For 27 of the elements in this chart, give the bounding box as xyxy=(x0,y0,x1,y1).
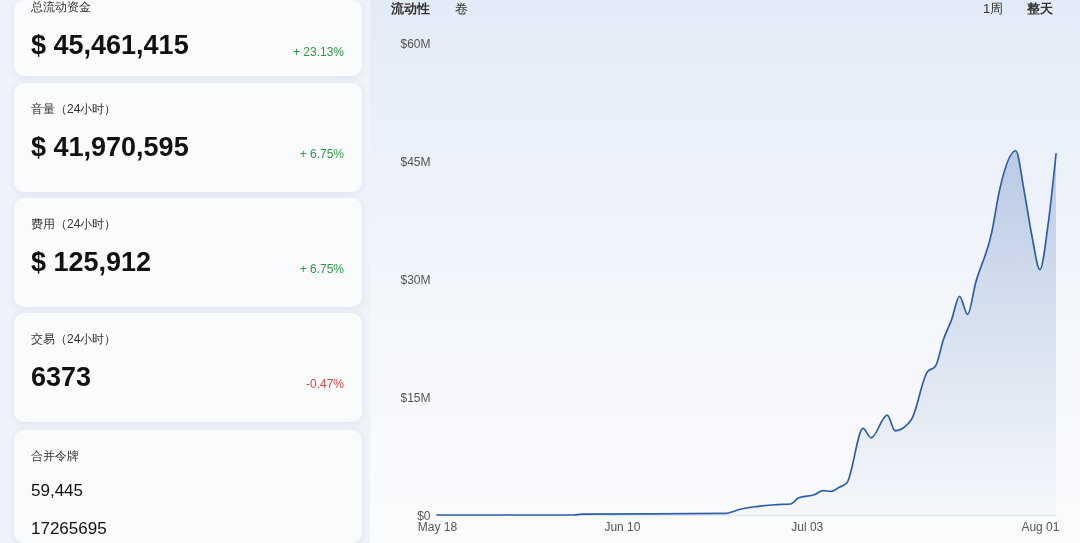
text: 交易（24小时） xyxy=(31,332,117,346)
text: 整天 xyxy=(1027,1,1053,16)
y-tick-label: $0 xyxy=(417,508,431,523)
text: 流动性 xyxy=(391,1,430,16)
x-tick-label: Jun 10 xyxy=(604,519,641,534)
text: 1周 xyxy=(983,1,1004,16)
text: 卷 xyxy=(455,1,468,16)
y-tick-label: $60M xyxy=(400,36,431,51)
text: + 23.13% xyxy=(292,45,344,59)
y-tick-label: $45M xyxy=(400,154,431,169)
text: $ 125,912 xyxy=(31,247,152,278)
text: 17265695 xyxy=(31,519,107,539)
text: $ 45,461,415 xyxy=(31,30,189,61)
text: + 6.75% xyxy=(299,147,344,161)
x-tick-label: Aug 01 xyxy=(1021,519,1060,534)
text: 费用（24小时） xyxy=(31,217,117,231)
text: + 6.75% xyxy=(299,262,344,276)
x-tick-label: Jul 03 xyxy=(791,519,824,534)
text: 总流动资金 xyxy=(31,0,91,14)
text: $ 41,970,595 xyxy=(31,132,189,163)
text: 合并令牌 xyxy=(31,449,79,463)
y-tick-label: $30M xyxy=(400,272,431,287)
text: 音量（24小时） xyxy=(31,102,117,116)
text: -0.47% xyxy=(305,377,344,391)
text: 6373 xyxy=(31,362,92,393)
y-tick-label: $15M xyxy=(400,390,431,405)
text: 59,445 xyxy=(31,481,83,501)
